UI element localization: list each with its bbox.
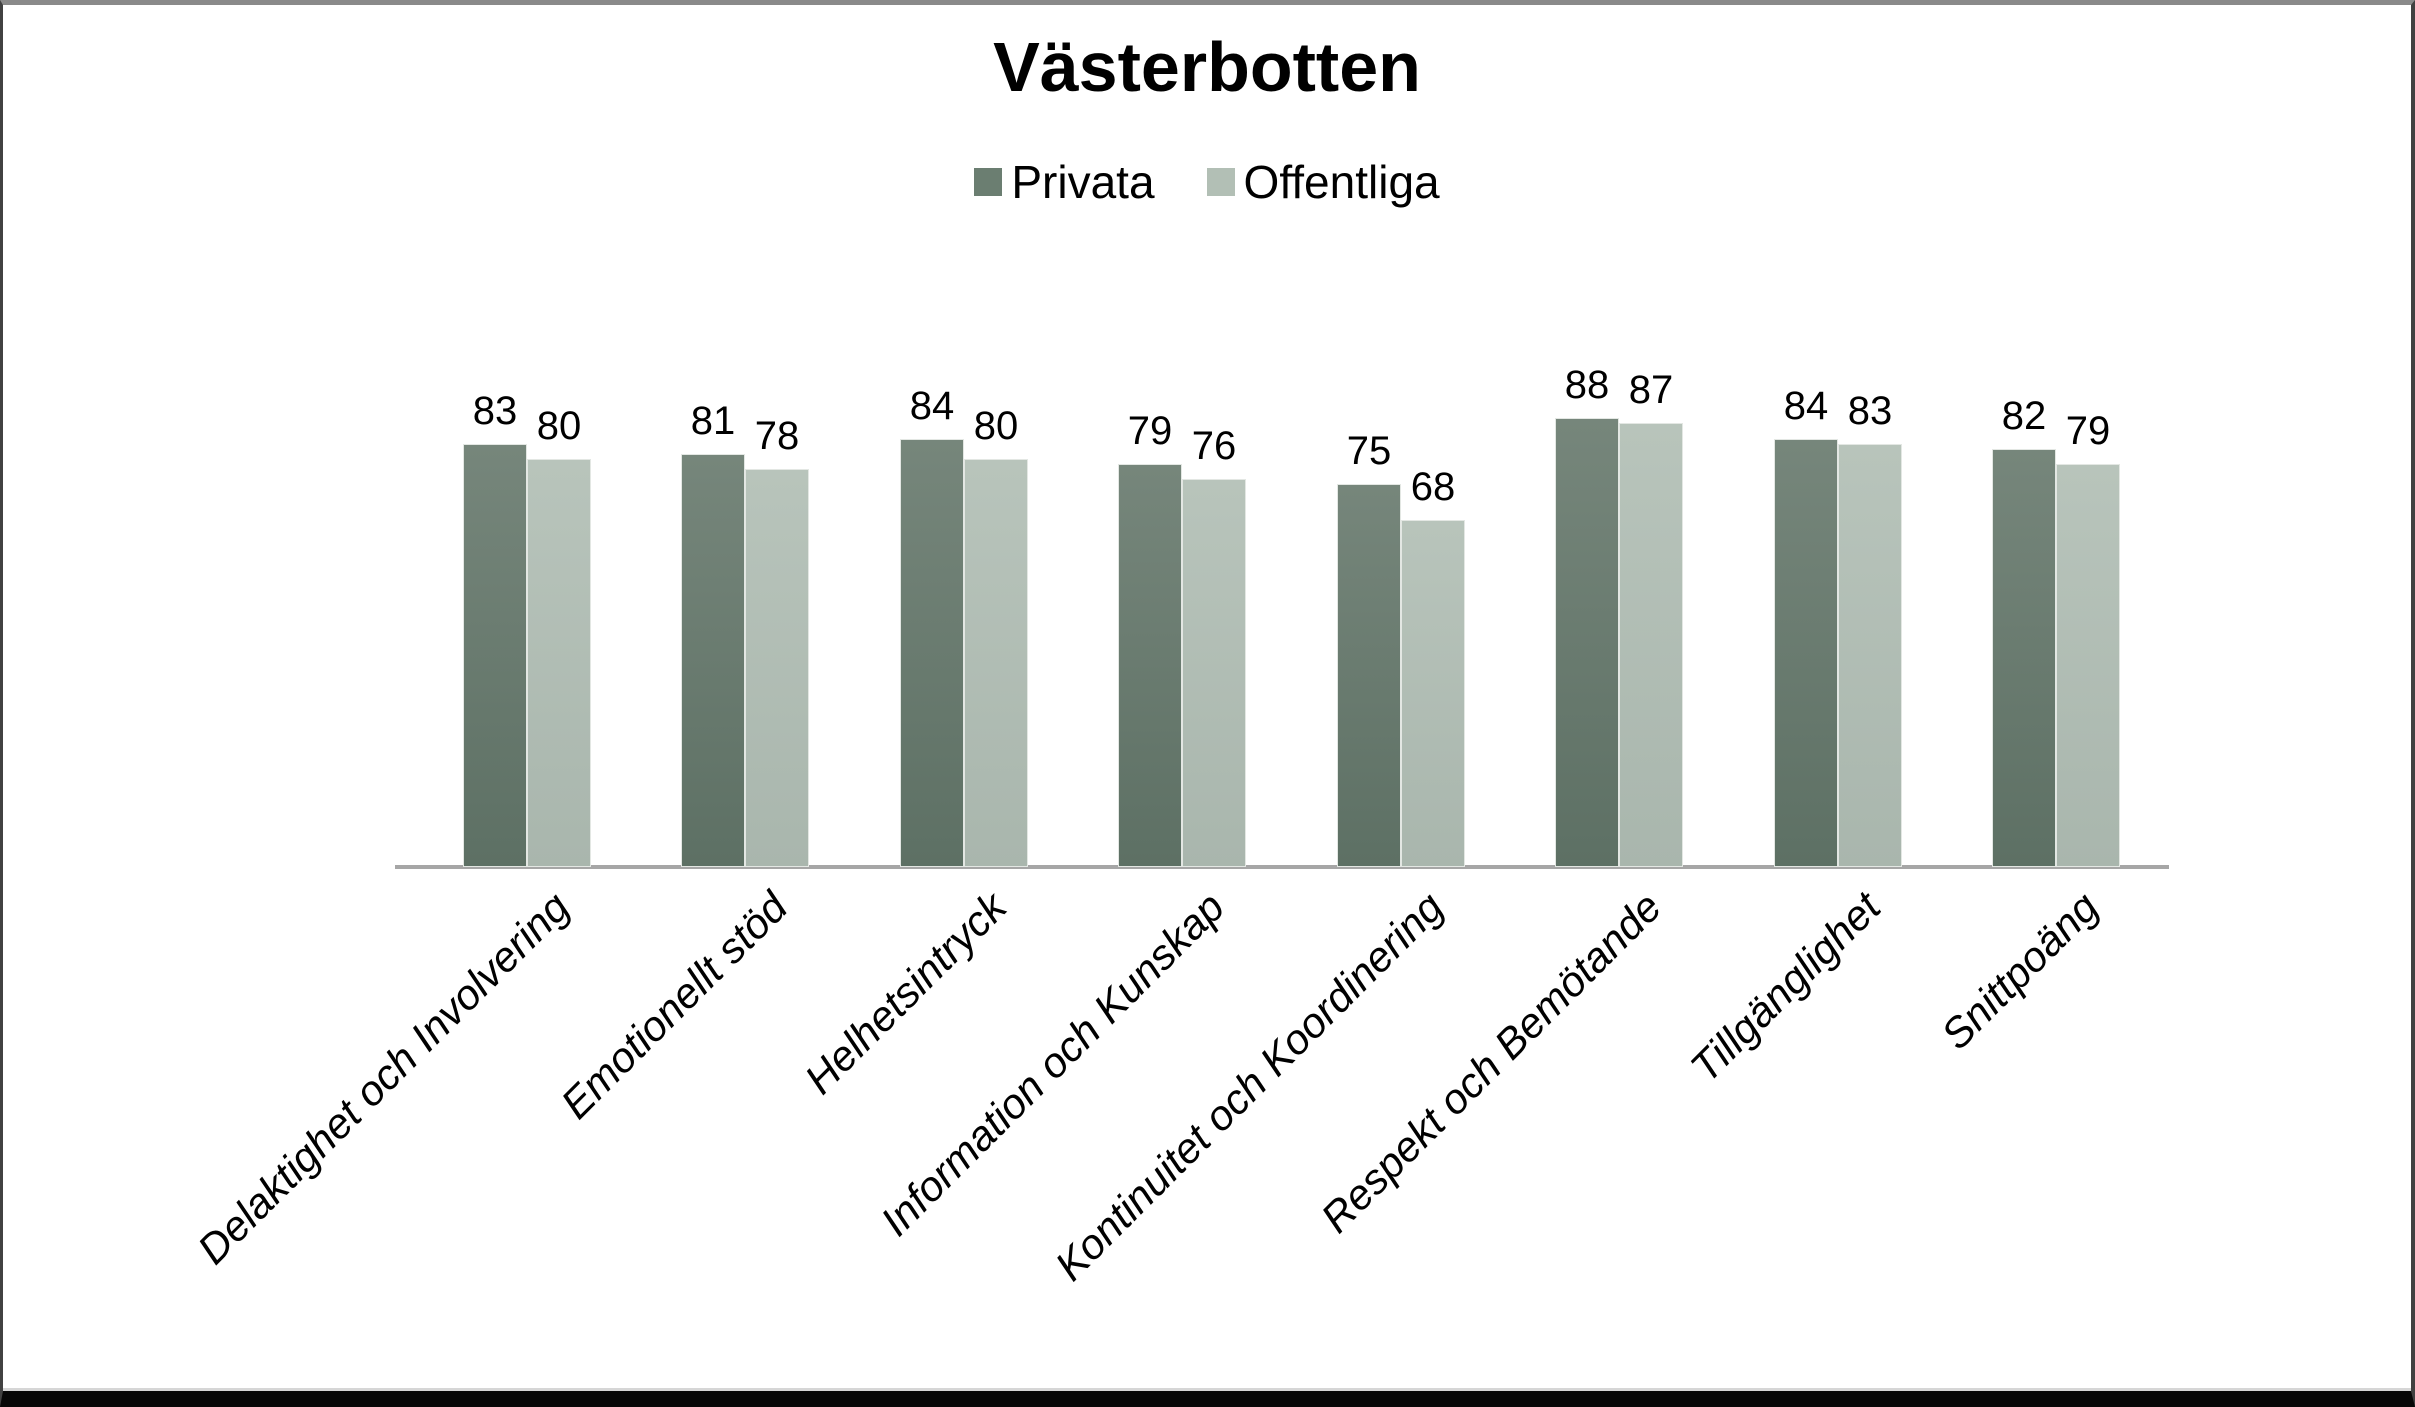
legend-item-privata: Privata xyxy=(974,155,1155,209)
bar-offentliga-3 xyxy=(1182,479,1246,867)
legend-swatch-icon xyxy=(1206,168,1235,196)
bar-offentliga-7 xyxy=(2056,464,2120,867)
bar-offentliga-2 xyxy=(964,459,1028,867)
legend: Privata Offentliga xyxy=(3,155,2411,209)
value-label-privata-6: 84 xyxy=(1783,384,1829,428)
bar-offentliga-1 xyxy=(745,469,809,867)
bar-offentliga-6 xyxy=(1838,444,1902,867)
value-label-privata-4: 75 xyxy=(1346,429,1392,473)
value-label-offentliga-5: 87 xyxy=(1628,368,1674,412)
value-label-privata-2: 84 xyxy=(909,384,955,428)
value-label-privata-7: 82 xyxy=(2001,394,2047,438)
value-label-privata-1: 81 xyxy=(690,399,736,443)
value-label-offentliga-6: 83 xyxy=(1847,389,1893,433)
bar-privata-4 xyxy=(1337,484,1401,867)
legend-label: Offentliga xyxy=(1243,156,1440,208)
bar-privata-3 xyxy=(1118,464,1182,867)
bar-offentliga-5 xyxy=(1619,423,1683,867)
bar-offentliga-4 xyxy=(1401,520,1465,867)
legend-item-offentliga: Offentliga xyxy=(1206,155,1440,209)
legend-label: Privata xyxy=(1011,156,1155,208)
bar-privata-1 xyxy=(681,454,745,867)
value-label-offentliga-7: 79 xyxy=(2065,409,2111,453)
value-label-offentliga-0: 80 xyxy=(536,404,582,448)
value-label-privata-0: 83 xyxy=(472,389,518,433)
value-label-privata-5: 88 xyxy=(1564,363,1610,407)
value-label-privata-3: 79 xyxy=(1127,409,1173,453)
plot-area: 83 80 Delaktighet och Involvering 81 78 Emoti… xyxy=(3,5,2411,1391)
chart-title: Västerbotten xyxy=(993,28,1421,106)
value-label-offentliga-2: 80 xyxy=(973,404,1019,448)
bar-privata-5 xyxy=(1555,418,1619,867)
value-label-offentliga-1: 78 xyxy=(754,414,800,458)
value-label-offentliga-4: 68 xyxy=(1410,465,1456,509)
bar-privata-0 xyxy=(463,444,527,867)
bottom-divider xyxy=(3,1388,2411,1391)
x-axis-line xyxy=(395,865,2169,869)
bar-privata-7 xyxy=(1992,449,2056,867)
bar-privata-2 xyxy=(900,439,964,867)
bar-privata-6 xyxy=(1774,439,1838,867)
legend-swatch-icon xyxy=(974,168,1003,196)
value-label-offentliga-3: 76 xyxy=(1191,424,1237,468)
bar-offentliga-0 xyxy=(527,459,591,867)
